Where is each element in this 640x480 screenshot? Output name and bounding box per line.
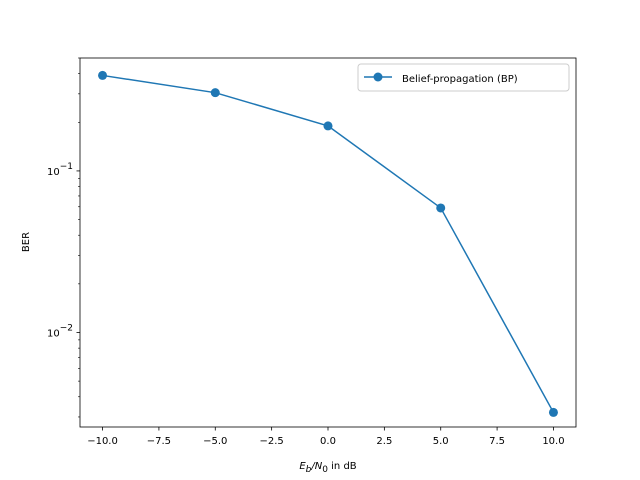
x-label-n: /N (310, 461, 322, 472)
data-point-0-2 (323, 121, 333, 131)
x-axis-ticks: −10.0 −7.5 −5.0 −2.5 0.0 2.5 5.0 7.5 10.0 (87, 427, 565, 447)
x-tick-label-3: −2.5 (259, 436, 283, 447)
data-point-0-1 (210, 88, 220, 98)
legend-box (357, 63, 570, 92)
x-tick-label-1: −7.5 (147, 436, 171, 447)
x-label-e: E (299, 461, 306, 472)
x-tick-label-7: 7.5 (489, 436, 505, 447)
x-tick-label-2: −5.0 (203, 436, 227, 447)
data-point-0-3 (436, 203, 446, 213)
data-point-0-4 (548, 407, 558, 417)
x-axis-label: Eb/N0 in dB (299, 461, 356, 475)
legend-marker-sample (373, 72, 383, 82)
x-tick-label-5: 2.5 (376, 436, 392, 447)
y-tick-label-1: 10−2 (47, 323, 73, 339)
legend-entry-label: Belief-propagation (BP) (402, 74, 518, 85)
y-axis-label: BER (21, 232, 32, 252)
series-layer (98, 70, 558, 417)
y-axis-ticks: 10−1 10−2 (47, 57, 80, 418)
x-tick-label-8: 10.0 (542, 436, 564, 447)
data-point-0-0 (98, 70, 108, 80)
x-label-n-sub: 0 (322, 465, 328, 475)
x-label-e-sub: b (306, 465, 312, 475)
x-label-rest: in dB (328, 461, 357, 472)
x-tick-label-4: 0.0 (320, 436, 336, 447)
legend: Belief-propagation (BP) (357, 63, 570, 92)
x-tick-label-0: −10.0 (87, 436, 118, 447)
y-tick-label-0: 10−1 (47, 162, 73, 178)
x-tick-label-6: 5.0 (433, 436, 449, 447)
